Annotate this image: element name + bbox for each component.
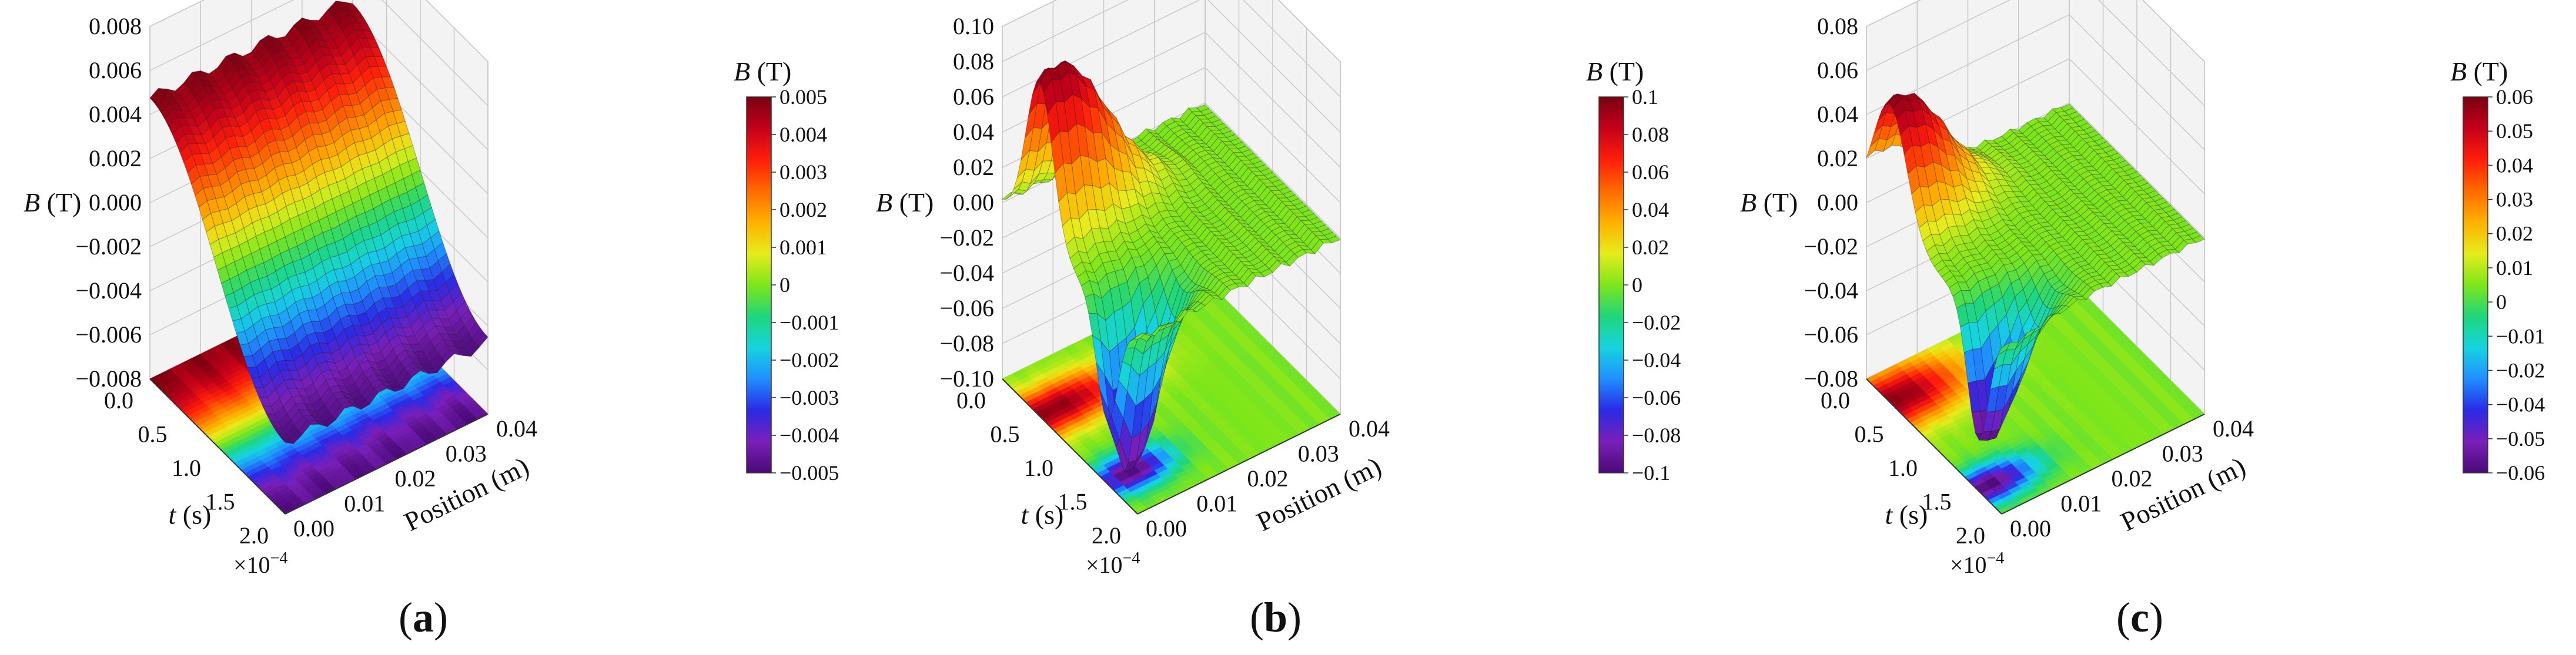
pos-tick-label: 0.04 (1349, 415, 1390, 442)
z-tick-label: −0.04 (939, 260, 994, 286)
t-axis-label: t (s) (169, 500, 212, 530)
surface-cell (475, 332, 489, 348)
panel-caption: (a) (399, 594, 448, 641)
z-tick-label: −0.08 (939, 330, 994, 357)
z-tick-label: 0.06 (953, 83, 994, 110)
pos-tick-label: 0.03 (446, 441, 487, 467)
t-multiplier-label: ×10−4 (233, 549, 287, 578)
colorbar-tick-label: 0.04 (1632, 198, 1669, 221)
z-tick-label: 0.004 (89, 101, 142, 127)
t-axis-label: t (s) (1021, 500, 1064, 530)
colorbar-tick-label: 0.004 (780, 123, 827, 146)
colorbar-tick-label: −0.005 (780, 461, 839, 485)
pos-tick-label: 0.04 (496, 415, 537, 442)
colorbar-tick-label: 0 (780, 273, 790, 297)
z-gridline (149, 0, 489, 106)
pos-tick-label: 0.03 (1298, 441, 1339, 467)
colorbar-tick-label: 0.1 (1632, 85, 1658, 109)
colorbar-tick-label: −0.04 (1632, 348, 1681, 372)
colorbar-tick-label: −0.004 (780, 424, 839, 447)
colorbar-label: B (T) (1586, 56, 1644, 86)
z-axis-label: B (T) (24, 187, 81, 217)
z-tick-label: 0.006 (89, 57, 142, 83)
z-tick-label: 0.02 (953, 154, 994, 180)
t-tick-label: 0.5 (991, 421, 1020, 448)
colorbar-tick-label: 0.06 (1632, 160, 1669, 184)
colorbar-tick-label: 0.001 (780, 236, 827, 259)
t-tick-label: 0.5 (138, 421, 168, 448)
z-tick-label: 0.00 (953, 189, 994, 216)
colorbar-tick-label: 0 (1632, 273, 1642, 297)
t-multiplier-label: ×10−4 (1086, 549, 1140, 578)
t-tick-label: 0.0 (956, 387, 986, 414)
colorbar (746, 96, 772, 473)
b-surface (149, 0, 489, 445)
colorbar (1598, 96, 1624, 473)
colorbar-label: B (T) (734, 56, 791, 86)
colorbar-tick-label: −0.08 (1632, 424, 1681, 447)
colorbar-tick-label: 0.002 (780, 198, 827, 221)
z-tick-label: 0.08 (953, 48, 994, 75)
colorbar-tick-label: −0.06 (1632, 386, 1681, 409)
t-tick-label: 1.0 (1024, 455, 1053, 481)
z-tick-label: −0.002 (75, 233, 142, 260)
z-tick-label: 0.04 (953, 119, 994, 145)
t-tick-label: 2.0 (1092, 522, 1121, 549)
panel-caption: (b) (1250, 594, 1302, 641)
panel-b: 0.100.080.060.040.020.00−0.02−0.04−0.06−… (876, 0, 1681, 641)
colorbar-tick-label: 0.08 (1632, 123, 1669, 146)
z-tick-label: 0.002 (89, 145, 142, 172)
pos-tick-label: 0.00 (293, 515, 334, 542)
t-tick-label: 0.0 (104, 387, 133, 414)
colorbar-tick-label: 0.005 (780, 85, 827, 109)
z-tick-label: −0.02 (939, 224, 994, 251)
colorbar-tick-label: −0.02 (1632, 311, 1681, 334)
z-axis-label: B (T) (876, 187, 934, 217)
pos-tick-label: 0.00 (1146, 515, 1187, 542)
pos-tick-label: 0.02 (1247, 465, 1289, 492)
pos-tick-label: 0.01 (1196, 491, 1237, 517)
colorbar-tick-label: 0.02 (1632, 236, 1669, 259)
colorbar-tick-label: −0.001 (780, 311, 839, 334)
colorbar-tick-label: −0.003 (780, 386, 839, 409)
colorbar-tick-label: 0.003 (780, 160, 827, 184)
z-tick-label: 0.000 (89, 189, 142, 216)
colorbar-tick-label: −0.1 (1632, 461, 1670, 485)
z-gridline (149, 0, 489, 62)
colorbar-tick-label: −0.002 (780, 348, 839, 372)
t-tick-label: 1.0 (172, 455, 201, 481)
surface-cell (467, 342, 480, 357)
pos-tick-label: 0.01 (344, 491, 385, 517)
z-tick-label: −0.004 (75, 277, 142, 304)
z-tick-label: 0.008 (89, 13, 142, 39)
t-tick-label: 2.0 (239, 522, 269, 549)
pos-tick-label: 0.02 (395, 465, 436, 492)
z-tick-label: −0.006 (75, 321, 142, 348)
z-tick-label: −0.06 (939, 295, 994, 321)
panel-a: 0.0080.0060.0040.0020.000−0.002−0.004−0.… (24, 0, 839, 641)
z-tick-label: 0.10 (953, 13, 994, 39)
panel-c: 0.080.060.040.020.00−0.02−0.04−0.06−0.08… (1740, 0, 2545, 641)
